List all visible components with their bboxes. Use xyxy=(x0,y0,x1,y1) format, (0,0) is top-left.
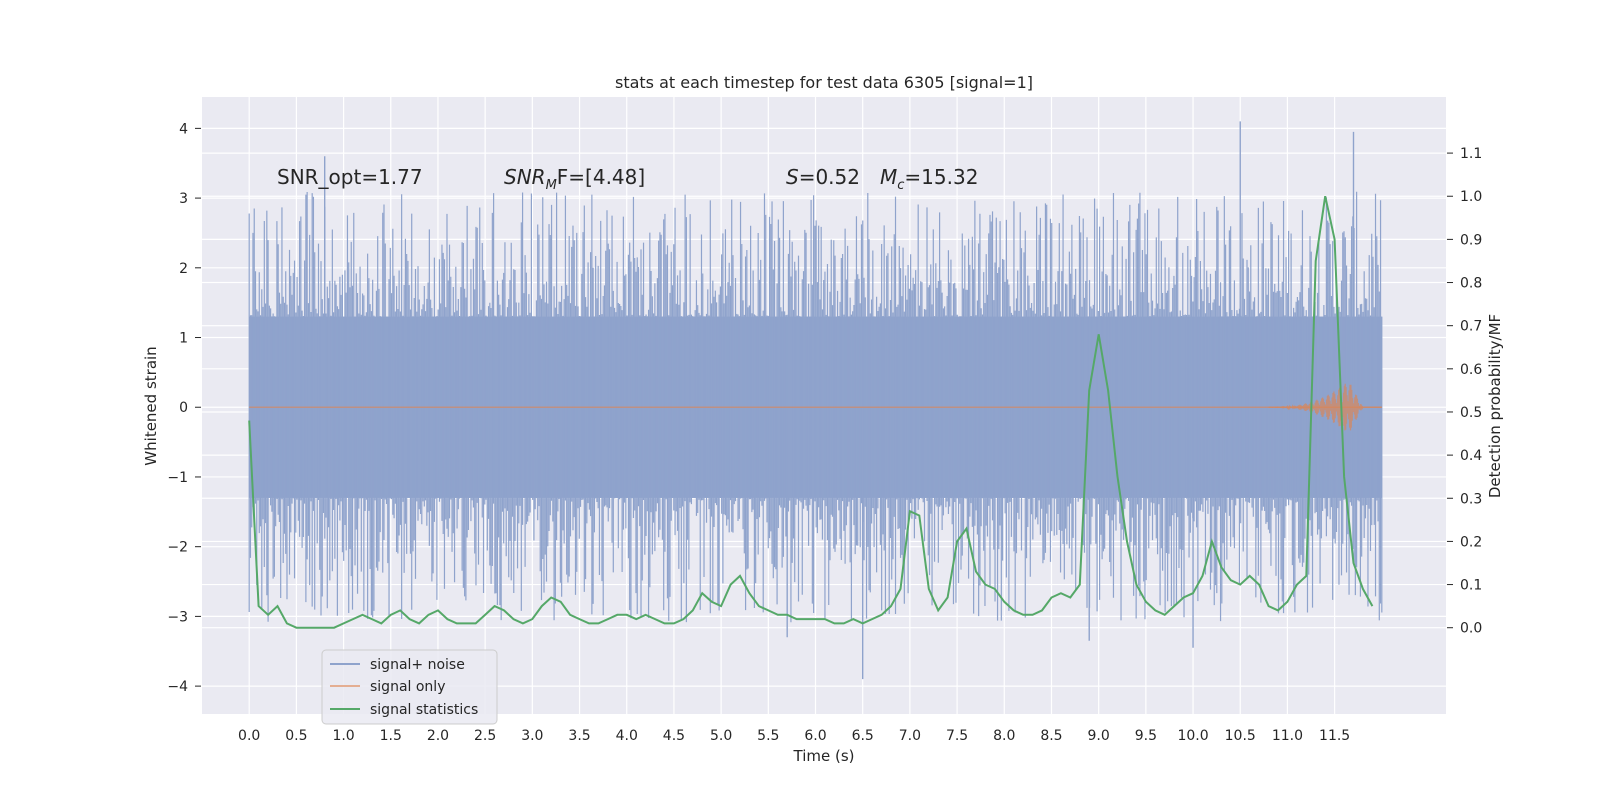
x-tick-label: 1.5 xyxy=(380,728,402,744)
legend: signal+ noise signal only signal statist… xyxy=(321,649,498,725)
legend-label-signal-noise: signal+ noise xyxy=(370,657,465,673)
x-tick-label: 10.5 xyxy=(1225,728,1256,744)
x-tick-label: 11.0 xyxy=(1272,728,1303,744)
y-tick-label-left: −2 xyxy=(167,540,188,556)
x-tick-label: 7.5 xyxy=(946,728,968,744)
y-tick-label-right: 0.9 xyxy=(1460,232,1482,248)
y-tick-label-left: 0 xyxy=(179,400,188,416)
y-tick-label-right: 0.2 xyxy=(1460,534,1482,550)
x-tick-label: 1.0 xyxy=(332,728,354,744)
signal-statistics-series xyxy=(248,195,1374,629)
x-tick-label: 8.5 xyxy=(1040,728,1062,744)
annotation-mc: Mc=15.32 xyxy=(880,165,978,193)
y-tick-label-left: 3 xyxy=(179,191,188,207)
y-tick-label-right: 0.4 xyxy=(1460,448,1482,464)
annotation-snr-opt: SNR_opt=1.77 xyxy=(277,165,423,189)
y-tick-label-right: 0.1 xyxy=(1460,578,1482,594)
x-tick-label: 7.0 xyxy=(899,728,921,744)
x-tick-label: 5.5 xyxy=(757,728,779,744)
signal-only-series xyxy=(249,383,1382,431)
y-tick-label-left: 4 xyxy=(179,121,188,137)
x-tick-label: 9.5 xyxy=(1135,728,1157,744)
x-tick-label: 10.0 xyxy=(1177,728,1208,744)
x-tick-label: 9.0 xyxy=(1088,728,1110,744)
x-tick-label: 6.0 xyxy=(804,728,826,744)
x-axis-label: Time (s) xyxy=(793,747,855,765)
y-tick-label-right: 0.0 xyxy=(1460,621,1482,637)
right-y-tick-labels: 1.1 1.0 0.9 0.8 0.7 0.6 0.5 0.4 0.3 0.2 0.1 0.0 xyxy=(1447,146,1482,637)
x-tick-label: 8.0 xyxy=(993,728,1015,744)
y-tick-label-right: 1.1 xyxy=(1460,146,1482,162)
y-tick-label-left: −4 xyxy=(167,679,188,695)
x-tick-label: 6.5 xyxy=(852,728,874,744)
x-tick-label: 2.5 xyxy=(474,728,496,744)
legend-label-signal-statistics: signal statistics xyxy=(370,702,478,718)
signal-chirp xyxy=(1268,383,1382,431)
y-axis-label-left: Whitened strain xyxy=(142,346,160,465)
y-tick-label-right: 0.3 xyxy=(1460,491,1482,507)
chart-title: stats at each timestep for test data 630… xyxy=(615,73,1033,92)
y-tick-label-right: 0.6 xyxy=(1460,362,1482,378)
x-tick-label: 4.0 xyxy=(616,728,638,744)
x-tick-label: 11.5 xyxy=(1319,728,1350,744)
y-tick-label-right: 0.8 xyxy=(1460,276,1482,292)
y-tick-label-right: 0.5 xyxy=(1460,405,1482,421)
y-tick-label-left: −1 xyxy=(167,470,188,486)
left-y-tick-labels: 4 3 2 1 0 −1 −2 −3 −4 xyxy=(167,121,201,695)
y-tick-label-left: −3 xyxy=(167,609,188,625)
x-tick-label: 3.5 xyxy=(568,728,590,744)
signal-statistics-line xyxy=(248,195,1374,629)
y-tick-label-left: 1 xyxy=(179,331,188,347)
y-tick-label-right: 0.7 xyxy=(1460,319,1482,335)
x-tick-label: 4.5 xyxy=(663,728,685,744)
x-tick-label: 2.0 xyxy=(427,728,449,744)
legend-box xyxy=(321,649,498,725)
y-tick-label-left: 2 xyxy=(179,261,188,277)
x-tick-label: 3.0 xyxy=(521,728,543,744)
x-tick-labels: 0.0 0.5 1.0 1.5 2.0 2.5 3.0 3.5 4.0 4.5 5.0 5.5 6.0 6… xyxy=(238,728,1350,744)
legend-label-signal-only: signal only xyxy=(370,679,445,695)
annotation-snr-mf: SNRMF=[4.48] xyxy=(504,165,645,193)
x-tick-label: 0.5 xyxy=(285,728,307,744)
y-axis-label-right: Detection probability/MF xyxy=(1486,314,1504,498)
x-tick-label: 0.0 xyxy=(238,728,260,744)
x-tick-label: 5.0 xyxy=(710,728,732,744)
y-tick-label-right: 1.0 xyxy=(1460,189,1482,205)
annotation-s: S=0.52 xyxy=(786,165,860,189)
